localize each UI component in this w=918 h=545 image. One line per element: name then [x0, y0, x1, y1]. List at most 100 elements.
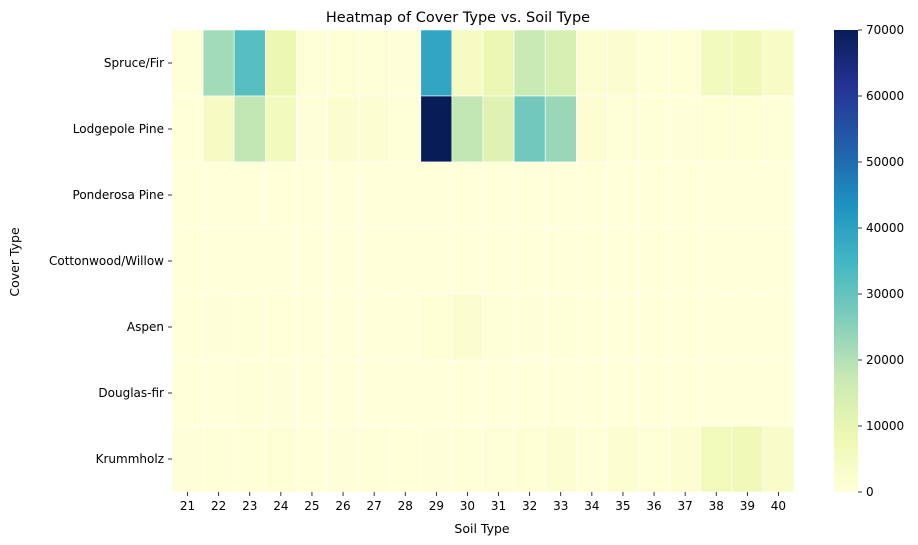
heatmap-cell	[202, 227, 235, 295]
heatmap-cell	[389, 359, 422, 427]
heatmap-cell	[544, 425, 577, 493]
heatmap-cell	[607, 227, 639, 295]
colorbar-tick-label: 30000	[866, 287, 904, 301]
heatmap-cell	[575, 425, 608, 493]
x-tick-label: 32	[522, 499, 537, 513]
heatmap-cell	[451, 95, 484, 163]
heatmap-cell	[638, 293, 670, 361]
heatmap-cell	[731, 29, 764, 97]
heatmap-cell	[202, 29, 235, 97]
heatmap-cell	[327, 161, 359, 229]
x-tick-label: 34	[584, 499, 599, 513]
heatmap-cell	[482, 95, 515, 163]
x-tick-label: 38	[709, 499, 724, 513]
heatmap-cell	[171, 359, 204, 427]
heatmap-cell	[171, 227, 204, 295]
heatmap-cell	[389, 161, 422, 229]
heatmap-cell	[700, 227, 733, 295]
heatmap-cell	[296, 95, 328, 163]
heatmap-cell	[669, 359, 701, 427]
heatmap-cell	[700, 29, 733, 97]
heatmap-cell	[171, 425, 204, 493]
heatmap-cell	[451, 29, 484, 97]
heatmap-cell	[358, 29, 391, 97]
heatmap-cell	[544, 95, 577, 163]
heatmap-cell	[700, 293, 733, 361]
heatmap-cell	[296, 29, 328, 97]
heatmap-cell	[420, 425, 453, 493]
heatmap-cell	[638, 227, 670, 295]
chart-title: Heatmap of Cover Type vs. Soil Type	[326, 10, 590, 26]
heatmap-cell	[420, 227, 453, 295]
x-tick-label: 40	[771, 499, 786, 513]
heatmap-cell	[638, 95, 670, 163]
heatmap-cell	[296, 359, 328, 427]
heatmap-cell	[575, 29, 608, 97]
x-tick-label: 23	[242, 499, 257, 513]
heatmap-cell	[451, 227, 484, 295]
heatmap-cell	[638, 425, 670, 493]
heatmap-cell	[607, 425, 639, 493]
x-tick-label: 25	[304, 499, 319, 513]
heatmap-cell	[607, 29, 639, 97]
y-tick-label: Lodgepole Pine	[73, 122, 164, 136]
heatmap-cells	[171, 29, 795, 493]
heatmap-cell	[389, 227, 422, 295]
heatmap-cell	[327, 425, 359, 493]
colorbar-tick-label: 20000	[866, 353, 904, 367]
heatmap-cell	[451, 293, 484, 361]
heatmap-cell	[638, 359, 670, 427]
heatmap-cell	[358, 359, 391, 427]
heatmap-cell	[607, 359, 639, 427]
x-tick-label: 36	[646, 499, 661, 513]
heatmap-cell	[762, 227, 795, 295]
heatmap-cell	[264, 293, 297, 361]
y-tick-label: Douglas-fir	[98, 386, 164, 400]
x-tick-label: 35	[615, 499, 630, 513]
x-tick-label: 24	[273, 499, 288, 513]
y-tick-label: Ponderosa Pine	[73, 188, 164, 202]
colorbar-tick-label: 10000	[866, 419, 904, 433]
heatmap-cell	[451, 359, 484, 427]
heatmap-cell	[264, 425, 297, 493]
heatmap-cell	[389, 293, 422, 361]
heatmap-cell	[762, 29, 795, 97]
heatmap-cell	[731, 95, 764, 163]
heatmap-cell	[327, 227, 359, 295]
colorbar-tick-label: 40000	[866, 221, 904, 235]
x-axis-label: Soil Type	[454, 521, 510, 536]
heatmap-cell	[575, 293, 608, 361]
heatmap-cell	[513, 293, 546, 361]
heatmap-cell	[420, 293, 453, 361]
heatmap-cell	[669, 425, 701, 493]
heatmap-cell	[575, 359, 608, 427]
heatmap-cell	[327, 29, 359, 97]
heatmap-cell	[202, 359, 235, 427]
heatmap-cell	[327, 359, 359, 427]
heatmap-cell	[233, 29, 266, 97]
colorbar-tick-label: 70000	[866, 23, 904, 37]
heatmap-cell	[638, 29, 670, 97]
heatmap-cell	[389, 29, 422, 97]
heatmap-cell	[358, 161, 391, 229]
heatmap-cell	[669, 293, 701, 361]
heatmap-cell	[731, 227, 764, 295]
heatmap-cell	[482, 425, 515, 493]
colorbar-ticks: 0 10000 20000 30000 40000 50000 60000 70000	[858, 23, 904, 499]
heatmap-cell	[264, 95, 297, 163]
colorbar-tick-label: 50000	[866, 155, 904, 169]
heatmap-cell	[420, 359, 453, 427]
heatmap-cell	[264, 227, 297, 295]
heatmap-cell	[358, 425, 391, 493]
heatmap-cell	[731, 359, 764, 427]
heatmap-cell	[264, 29, 297, 97]
heatmap-cell	[233, 95, 266, 163]
heatmap-cell	[420, 161, 453, 229]
x-tick-label: 21	[180, 499, 195, 513]
heatmap-cell	[575, 227, 608, 295]
heatmap-cell	[264, 161, 297, 229]
heatmap-cell	[513, 29, 546, 97]
heatmap-cell	[327, 293, 359, 361]
heatmap-cell	[358, 227, 391, 295]
